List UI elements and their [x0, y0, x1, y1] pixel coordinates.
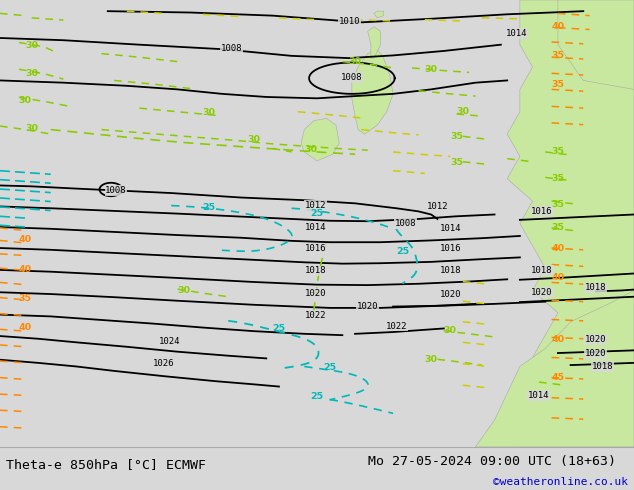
Text: 1016: 1016: [439, 245, 461, 253]
Text: 40: 40: [552, 335, 564, 344]
Text: 1020: 1020: [531, 288, 553, 297]
Text: 1020: 1020: [439, 290, 461, 298]
Text: Theta-e 850hPa [°C] ECMWF: Theta-e 850hPa [°C] ECMWF: [6, 458, 206, 470]
Text: 25: 25: [273, 324, 285, 333]
Text: 1018: 1018: [531, 266, 553, 275]
Text: 1012: 1012: [305, 201, 327, 210]
Text: 1008: 1008: [395, 219, 417, 228]
Text: 30: 30: [203, 108, 216, 117]
Text: 30: 30: [178, 286, 190, 295]
Text: 40: 40: [19, 323, 32, 332]
Text: 35: 35: [552, 147, 564, 156]
Text: 35: 35: [450, 158, 463, 167]
Text: 45: 45: [552, 373, 564, 382]
Text: 1020: 1020: [585, 349, 607, 358]
Text: 1008: 1008: [105, 186, 127, 195]
Text: 30: 30: [456, 107, 469, 116]
Polygon shape: [368, 27, 380, 58]
Text: 30: 30: [25, 69, 38, 78]
Text: 1008: 1008: [221, 44, 242, 53]
Polygon shape: [374, 11, 384, 18]
Text: 1014: 1014: [305, 222, 327, 231]
Text: 35: 35: [552, 174, 564, 183]
Text: 25: 25: [311, 209, 323, 218]
Text: 1016: 1016: [531, 207, 553, 216]
Text: 35: 35: [552, 80, 564, 89]
Text: 35: 35: [552, 51, 564, 60]
Polygon shape: [301, 119, 339, 161]
Polygon shape: [558, 0, 634, 89]
Text: 1020: 1020: [357, 302, 378, 311]
Text: 1026: 1026: [153, 359, 174, 368]
Text: 40: 40: [552, 272, 564, 282]
Text: 30: 30: [425, 65, 437, 74]
Text: 1018: 1018: [305, 266, 327, 275]
Text: 1018: 1018: [592, 362, 613, 371]
Text: 35: 35: [552, 222, 564, 231]
Text: 40: 40: [19, 265, 32, 273]
Text: 1020: 1020: [585, 335, 607, 344]
Text: 30: 30: [304, 145, 317, 154]
Text: 30: 30: [247, 135, 260, 144]
Text: 1014: 1014: [528, 391, 550, 400]
Text: 30: 30: [349, 57, 361, 66]
Text: 35: 35: [552, 200, 564, 209]
Text: 1010: 1010: [339, 17, 361, 26]
Text: 30: 30: [19, 97, 32, 105]
Text: 1008: 1008: [341, 73, 363, 82]
Polygon shape: [507, 0, 634, 447]
Text: 35: 35: [450, 132, 463, 141]
Text: 1014: 1014: [506, 29, 527, 38]
Text: 1022: 1022: [305, 311, 327, 320]
Text: 30: 30: [444, 326, 456, 335]
Text: 30: 30: [25, 124, 38, 133]
Text: 25: 25: [311, 392, 323, 401]
Text: 1024: 1024: [159, 337, 181, 346]
Text: 30: 30: [25, 41, 38, 50]
Polygon shape: [352, 49, 393, 134]
Text: 1018: 1018: [439, 266, 461, 275]
Text: 30: 30: [425, 355, 437, 364]
Text: ©weatheronline.co.uk: ©weatheronline.co.uk: [493, 477, 628, 487]
Text: 40: 40: [552, 244, 564, 252]
Text: 1018: 1018: [585, 283, 607, 293]
Text: 40: 40: [19, 235, 32, 244]
Text: 25: 25: [396, 246, 409, 256]
Text: 1016: 1016: [305, 245, 327, 253]
Text: 35: 35: [19, 294, 32, 302]
Text: 1012: 1012: [427, 202, 448, 211]
Text: 25: 25: [203, 203, 216, 212]
Text: Mo 27-05-2024 09:00 UTC (18+63): Mo 27-05-2024 09:00 UTC (18+63): [368, 456, 616, 468]
Polygon shape: [476, 291, 634, 447]
Text: 25: 25: [323, 363, 336, 372]
Text: 1022: 1022: [385, 322, 407, 331]
Text: 40: 40: [552, 23, 564, 31]
Text: 1014: 1014: [439, 224, 461, 233]
Text: 1020: 1020: [305, 289, 327, 297]
